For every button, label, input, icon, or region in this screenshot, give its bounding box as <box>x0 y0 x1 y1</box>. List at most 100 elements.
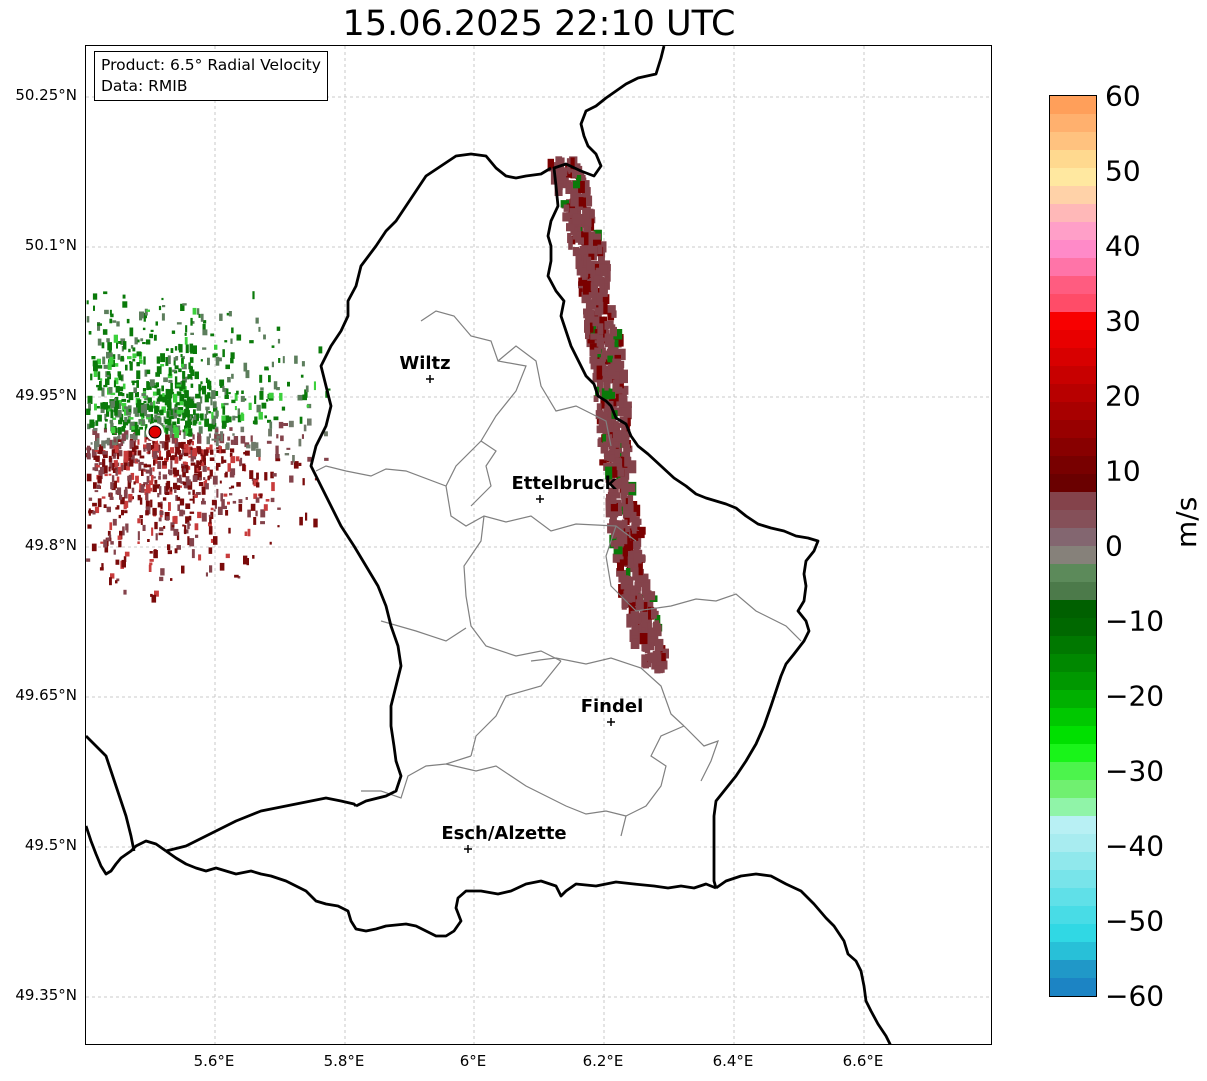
colorbar-tick-label: 20 <box>1105 379 1141 413</box>
echo-gate <box>86 453 91 460</box>
canton-line <box>470 440 497 507</box>
echo-gate <box>280 435 284 442</box>
echo-gate <box>580 247 589 260</box>
echo-gate <box>144 369 148 377</box>
colorbar-segment <box>1050 384 1096 403</box>
colorbar-tick-label: 50 <box>1105 154 1141 188</box>
echo-gate <box>234 393 238 401</box>
echo-gate <box>625 576 631 585</box>
city-marker-esch <box>464 845 472 853</box>
echo-gate <box>198 384 202 392</box>
echo-gate <box>145 339 151 345</box>
echo-gate <box>155 456 161 461</box>
echo-gate <box>618 571 626 581</box>
echo-gate <box>140 518 143 525</box>
echo-gate <box>97 338 102 346</box>
echo-gate <box>153 419 158 423</box>
echo-gate <box>576 165 583 180</box>
echo-gate <box>102 356 106 365</box>
echo-gate <box>110 313 114 318</box>
echo-gate <box>219 562 225 571</box>
echo-gate <box>234 406 237 411</box>
echo-gate <box>165 388 169 394</box>
echo-gate <box>105 419 108 422</box>
echo-gate <box>229 493 233 496</box>
echo-gate <box>192 434 195 440</box>
echo-gate <box>652 622 661 631</box>
echo-gate <box>218 446 222 454</box>
echo-gate <box>147 397 152 404</box>
echo-gate <box>135 392 139 398</box>
echo-gate <box>118 514 121 519</box>
echo-gate <box>251 478 255 481</box>
colorbar-segment <box>1050 96 1096 115</box>
echo-gate <box>253 493 258 499</box>
echo-gate <box>581 231 589 246</box>
echo-gate <box>300 374 304 378</box>
echo-gate <box>592 316 600 327</box>
echo-gate <box>141 414 144 420</box>
echo-gate <box>276 387 280 391</box>
echo-gate <box>635 599 644 611</box>
echo-gate <box>127 450 133 457</box>
echo-gate <box>185 400 191 409</box>
echo-gate <box>154 443 159 451</box>
echo-gate <box>190 453 194 462</box>
echo-gate <box>102 458 106 467</box>
y-tick-label: 50.1°N <box>24 236 77 254</box>
echo-gate <box>617 348 626 361</box>
echo-gate <box>158 532 164 536</box>
echo-gate <box>87 423 91 430</box>
echo-gate <box>96 358 101 365</box>
echo-gate <box>192 495 195 504</box>
echo-gate <box>128 474 132 483</box>
echo-gate <box>588 292 595 299</box>
echo-gate <box>128 493 133 501</box>
echo-gate <box>211 390 216 399</box>
echo-gate <box>145 500 150 509</box>
echo-gate <box>570 192 579 207</box>
echo-gate <box>168 470 173 476</box>
echo-gate <box>100 378 103 381</box>
city-label-ettelbruck: Ettelbruck <box>511 473 617 494</box>
echo-gate <box>140 485 145 493</box>
echo-gate <box>140 311 144 319</box>
echo-gate <box>128 457 131 461</box>
echo-gate <box>192 489 195 496</box>
echo-gate <box>215 466 219 471</box>
echo-gate <box>601 302 608 315</box>
echo-gate <box>183 452 189 457</box>
echo-gate <box>654 625 662 637</box>
echo-gate <box>92 429 98 435</box>
echo-gate <box>594 307 601 316</box>
echo-gate <box>200 413 204 421</box>
echo-gate <box>271 345 275 348</box>
y-tick-label: 49.35°N <box>15 986 77 1004</box>
echo-gate <box>109 309 112 316</box>
echo-gate <box>117 400 122 406</box>
map-area[interactable]: Wiltz Ettelbruck Findel Esch/Alzette <box>85 45 992 1045</box>
border-luxembourg-east <box>546 46 820 889</box>
echo-gate <box>604 381 609 391</box>
echo-gate <box>155 321 158 326</box>
echo-gate <box>97 475 102 484</box>
echo-gate <box>618 456 628 468</box>
echo-gate <box>270 471 274 479</box>
colorbar-segment <box>1050 834 1096 853</box>
echo-gate <box>184 483 189 489</box>
product-info-box: Product: 6.5° Radial Velocity Data: RMIB <box>94 51 328 101</box>
echo-gate <box>169 447 175 454</box>
echo-gate <box>228 487 232 490</box>
echo-gate <box>190 317 193 326</box>
echo-gate <box>613 546 623 555</box>
echo-gate <box>174 429 179 438</box>
echo-gate <box>187 481 193 490</box>
echo-gate <box>210 449 214 455</box>
echo-gate <box>589 209 595 219</box>
echo-gate <box>99 466 105 475</box>
echo-gate <box>111 463 115 471</box>
echo-gate <box>179 498 185 506</box>
echo-gate <box>107 362 112 370</box>
echo-gate <box>145 414 149 419</box>
echo-gate <box>118 443 122 450</box>
